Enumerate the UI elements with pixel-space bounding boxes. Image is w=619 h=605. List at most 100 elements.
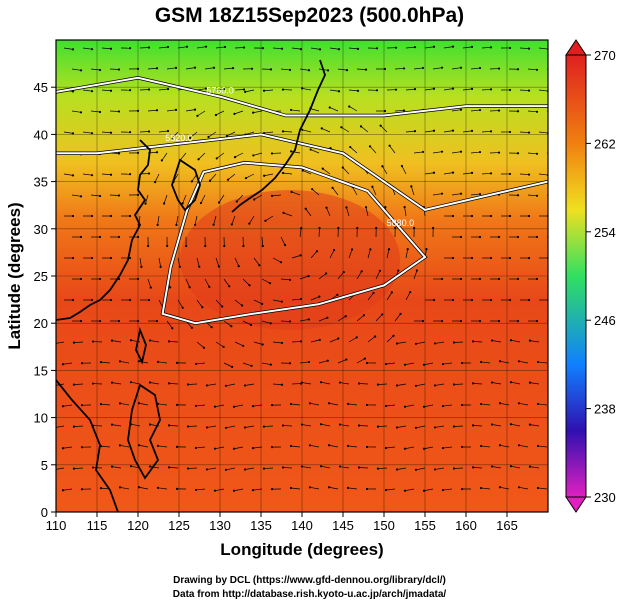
streamline-head — [205, 384, 209, 387]
streamline — [196, 341, 205, 348]
streamline-head — [261, 302, 264, 305]
streamline-head — [232, 489, 236, 492]
streamline — [369, 146, 377, 154]
streamline — [244, 425, 255, 428]
streamline-head — [110, 339, 114, 342]
streamline-head — [319, 465, 323, 468]
streamline-head — [478, 66, 482, 70]
streamline-head — [128, 47, 132, 50]
streamline — [223, 320, 232, 327]
streamline-head — [470, 129, 474, 132]
streamline — [375, 270, 381, 280]
streamline — [63, 173, 74, 176]
streamline-head — [394, 226, 397, 230]
streamline — [157, 361, 168, 364]
streamline-head — [527, 298, 531, 302]
streamline — [282, 131, 293, 133]
streamline — [215, 88, 226, 91]
streamline-head — [252, 154, 255, 157]
streamline-head — [479, 486, 483, 490]
streamline — [329, 47, 340, 50]
streamline — [339, 424, 350, 427]
streamline-head — [99, 360, 103, 364]
streamline — [119, 403, 130, 406]
streamline-head — [479, 444, 483, 448]
streamline — [367, 336, 376, 343]
streamline-head — [223, 87, 227, 91]
streamline — [301, 466, 312, 469]
streamline-head — [490, 423, 494, 426]
streamline-head — [509, 465, 513, 468]
streamline-head — [451, 45, 455, 48]
streamline-head — [348, 105, 351, 108]
streamline — [252, 446, 263, 449]
streamline — [337, 359, 347, 364]
streamline-head — [61, 447, 65, 450]
streamline-head — [381, 165, 384, 168]
x-tick-label: 150 — [373, 518, 395, 533]
streamline — [168, 425, 179, 427]
streamline-head — [290, 150, 293, 153]
streamline-head — [261, 46, 265, 50]
streamline — [291, 47, 302, 50]
streamline — [253, 110, 263, 113]
streamline-head — [228, 285, 231, 288]
streamline-head — [308, 444, 312, 447]
streamline-head — [61, 405, 65, 408]
streamline-head — [470, 298, 474, 302]
streamline-head — [262, 425, 266, 428]
streamline — [71, 194, 82, 197]
streamline-head — [289, 108, 293, 112]
streamline — [377, 467, 388, 469]
streamline — [214, 488, 225, 492]
streamline — [290, 487, 301, 490]
streamline-head — [422, 405, 426, 408]
streamline — [424, 172, 435, 175]
streamline — [234, 110, 244, 115]
streamline-head — [109, 214, 113, 218]
streamline — [111, 382, 122, 385]
streamline-head — [231, 365, 234, 368]
streamline-head — [459, 150, 463, 153]
streamline-head — [527, 131, 531, 134]
streamline-head — [433, 342, 437, 345]
streamline-head — [280, 341, 284, 345]
streamline-head — [387, 248, 391, 251]
contour-line — [161, 161, 427, 325]
streamline — [310, 339, 320, 343]
streamline-head — [264, 219, 267, 222]
streamline — [519, 47, 530, 49]
streamline-head — [356, 47, 360, 50]
streamline — [329, 89, 340, 92]
streamline-head — [244, 176, 248, 180]
streamline-head — [117, 68, 121, 71]
streamline-head — [128, 131, 132, 134]
streamline-head — [346, 486, 350, 489]
streamline-head — [137, 360, 141, 363]
streamline — [242, 362, 252, 367]
streamline-head — [231, 67, 235, 70]
streamline — [432, 67, 443, 70]
streamline-head — [230, 223, 233, 226]
streamline — [208, 131, 217, 138]
streamline-head — [375, 226, 378, 230]
streamline — [352, 186, 358, 196]
streamline-head — [270, 404, 274, 407]
streamline-head — [440, 277, 444, 281]
streamline-head — [535, 277, 539, 281]
streamline — [480, 361, 491, 364]
streamline — [138, 486, 149, 490]
streamline — [187, 425, 198, 427]
streamline-head — [241, 304, 244, 307]
streamline-head — [188, 286, 191, 289]
streamline-head — [136, 67, 140, 70]
streamline-head — [129, 381, 133, 384]
streamline-head — [414, 384, 418, 387]
streamline — [472, 425, 483, 427]
streamline — [138, 360, 149, 364]
streamline-head — [459, 277, 463, 281]
streamline-head — [535, 68, 539, 71]
streamline — [537, 361, 548, 364]
streamline-head — [345, 69, 349, 72]
streamline — [310, 149, 320, 154]
